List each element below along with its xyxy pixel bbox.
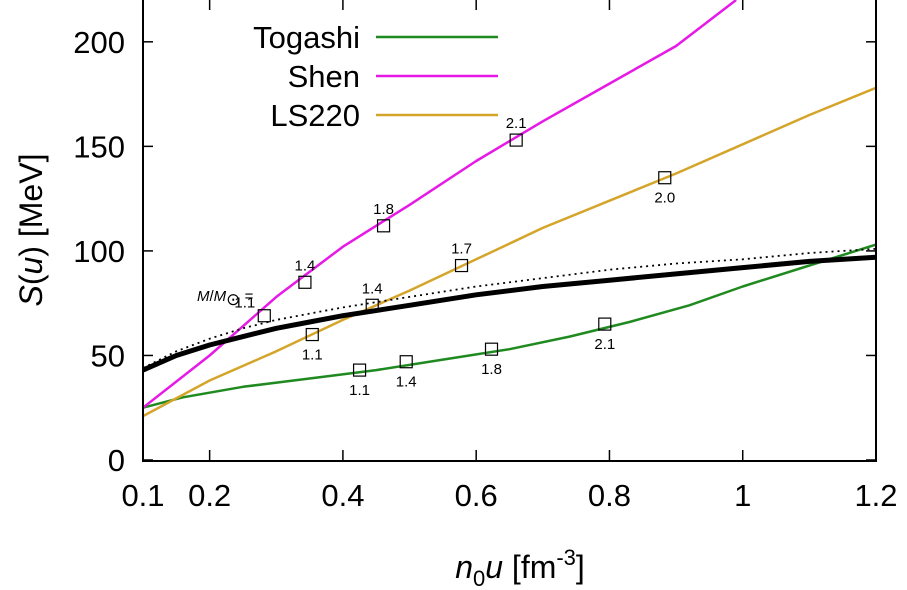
mass-marker-label: 2.1 bbox=[594, 336, 615, 353]
mass-marker bbox=[376, 219, 391, 233]
mass-marker bbox=[598, 317, 612, 331]
mass-marker bbox=[509, 133, 523, 147]
y-tick-label: 200 bbox=[73, 25, 125, 60]
series-lines bbox=[141, 0, 877, 418]
mass-marker-label: 2.0 bbox=[654, 190, 675, 207]
mass-marker-label: 2.1 bbox=[506, 115, 527, 132]
mass-marker bbox=[365, 298, 379, 312]
mass-marker bbox=[257, 309, 271, 323]
legend: Togashi Shen LS220 bbox=[253, 20, 498, 133]
y-tick-label: 50 bbox=[91, 338, 125, 373]
y-tick-label: 150 bbox=[73, 129, 125, 164]
mass-marker bbox=[352, 363, 367, 377]
legend-label: Shen bbox=[288, 59, 360, 94]
y-tick-labels: 0 50 100 150 200 bbox=[73, 25, 125, 478]
mass-marker bbox=[454, 258, 469, 273]
mass-marker bbox=[305, 327, 319, 342]
legend-label: Togashi bbox=[253, 20, 360, 55]
x-tick-labels: 0.1 0.2 0.4 0.6 0.8 1 1.2 bbox=[121, 478, 897, 513]
x-tick-label: 0.6 bbox=[455, 478, 498, 513]
x-tick-label: 0.8 bbox=[588, 478, 631, 513]
series-line-ls220 bbox=[142, 86, 877, 418]
series-line-shen bbox=[142, 0, 737, 409]
x-axis-label: n0u [fm-3] bbox=[455, 545, 585, 590]
black-dotted-line bbox=[142, 247, 877, 369]
mass-marker-label: 1.7 bbox=[451, 241, 472, 258]
mass-marker bbox=[298, 275, 312, 289]
mass-marker bbox=[484, 342, 499, 356]
mass-markers: 1.1 1.4 1.8 2.1 1.1 1.4 1.8 2.1 1.1 1.4 1.7 2.0 bbox=[234, 115, 675, 399]
mass-marker-label: 1.1 bbox=[349, 382, 370, 399]
x-tick-label: 0.1 bbox=[121, 478, 164, 513]
mass-marker-label: 1.1 bbox=[302, 347, 323, 364]
mass-marker-label: 1.4 bbox=[396, 374, 417, 391]
mass-marker-label: 1.8 bbox=[373, 201, 394, 218]
x-tick-label: 0.2 bbox=[188, 478, 231, 513]
mass-marker-label: 1.8 bbox=[481, 361, 502, 378]
x-tick-label: 1 bbox=[734, 478, 751, 513]
mass-marker-label: 1.1 bbox=[234, 295, 255, 312]
mass-marker-label: 1.4 bbox=[362, 280, 383, 297]
black-solid-band-line bbox=[141, 254, 877, 373]
y-tick-label: 100 bbox=[73, 234, 125, 269]
y-axis-label: S(u) [MeV] bbox=[13, 154, 49, 307]
mass-marker bbox=[399, 355, 413, 369]
y-tick-label: 0 bbox=[108, 443, 125, 478]
legend-label: LS220 bbox=[270, 98, 360, 133]
mass-ratio-annotation: M/M⊙ = bbox=[197, 288, 254, 309]
mass-marker-label: 1.4 bbox=[294, 257, 315, 274]
plot-frame bbox=[142, 0, 877, 462]
series-line-togashi bbox=[142, 243, 877, 409]
x-tick-label: 1.2 bbox=[854, 478, 897, 513]
x-tick-label: 0.4 bbox=[321, 478, 364, 513]
mass-marker bbox=[658, 171, 672, 185]
